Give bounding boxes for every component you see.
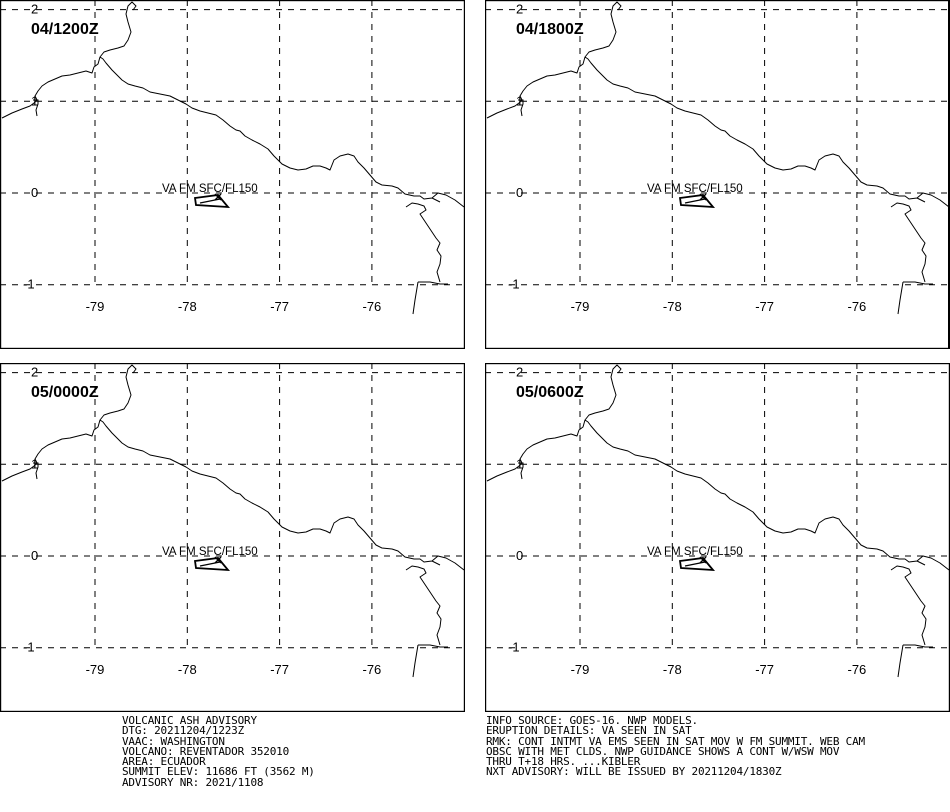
longitude-label: -77 <box>270 299 289 314</box>
ash-cloud-polygon <box>678 557 716 572</box>
latitude-label: 2 <box>516 365 523 380</box>
longitude-label: -77 <box>270 662 289 677</box>
map-svg: -79 -78 -77 -76 2 1 0 -1 04/1200Z VA FM SFC/FL150 <box>0 0 465 349</box>
advisory-area: AREA: ECUADOR <box>122 755 206 769</box>
longitude-label: -76 <box>363 299 382 314</box>
advisory-volcano: VOLCANO: REVENTADOR 352010 <box>122 744 289 758</box>
latitude-label: -1 <box>23 277 35 292</box>
advisory-next: NXT ADVISORY: WILL BE ISSUED BY 20211204… <box>486 765 782 779</box>
map-frame <box>485 363 950 712</box>
advisory-summit-elev: SUMMIT ELEV: 11686 FT (3562 M) <box>122 765 315 779</box>
longitude-label: -79 <box>86 662 105 677</box>
map-panel-05-0600Z: -79 -78 -77 -76 2 1 0 -1 05/0600Z VA FM SFC/FL150 <box>485 363 950 712</box>
map-frame <box>0 0 465 349</box>
advisory-vaac: VAAC: WASHINGTON <box>122 734 225 748</box>
map-frame <box>0 363 465 712</box>
longitude-label: -76 <box>848 662 867 677</box>
map-svg: -79 -78 -77 -76 2 1 0 -1 04/1800Z VA FM SFC/FL150 <box>485 0 950 349</box>
map-panel-04-1800Z: -79 -78 -77 -76 2 1 0 -1 04/1800Z VA FM SFC/FL150 <box>485 0 950 349</box>
ash-cloud-polygon <box>678 194 716 209</box>
longitude-label: -76 <box>848 299 867 314</box>
latitude-label: 2 <box>31 365 38 380</box>
advisory-remark-line-3: THRU T+18 HRS. ...KIBLER <box>486 755 641 769</box>
longitude-label: -78 <box>663 662 682 677</box>
latitude-label: 1 <box>516 93 523 108</box>
longitude-label: -77 <box>755 299 774 314</box>
advisory-number: ADVISORY NR: 2021/1108 <box>122 775 264 789</box>
latitude-label: 1 <box>516 456 523 471</box>
ash-cloud-label: VA FM SFC/FL150 <box>162 546 258 558</box>
ash-cloud-label: VA FM SFC/FL150 <box>647 183 743 195</box>
map-svg: -79 -78 -77 -76 2 1 0 -1 05/0000Z VA FM SFC/FL150 <box>0 363 465 712</box>
country-border <box>486 364 950 678</box>
forecast-time-label: 04/1800Z <box>516 21 584 38</box>
advisory-remark-line-1: RMK: CONT INTMT VA EMS SEEN IN SAT MOV W… <box>486 734 865 748</box>
ash-cloud-inner-line <box>684 198 706 204</box>
longitude-label: -79 <box>571 662 590 677</box>
advisory-remark-line-2: OBSC WITH MET CLDS. NWP GUIDANCE SHOWS A… <box>486 744 840 758</box>
latitude-label: 0 <box>31 185 38 200</box>
longitude-label: -79 <box>571 299 590 314</box>
latitude-label: 2 <box>31 2 38 17</box>
border-detail <box>33 462 39 480</box>
advisory-right-block: INFO SOURCE: GOES-16. NWP MODELS. ERUPTI… <box>486 714 865 779</box>
latitude-label: -1 <box>23 640 35 655</box>
advisory-dtg: DTG: 20211204/1223Z <box>122 724 245 738</box>
advisory-eruption-details: ERUPTION DETAILS: VA SEEN IN SAT <box>486 724 692 738</box>
ash-cloud-inner-line <box>199 198 221 204</box>
country-border <box>1 1 465 315</box>
x-mark-icon <box>214 193 222 201</box>
latitude-label: 1 <box>31 456 38 471</box>
ash-cloud-label: VA FM SFC/FL150 <box>647 546 743 558</box>
forecast-time-label: 05/0600Z <box>516 384 584 401</box>
border-detail <box>518 462 524 480</box>
ash-cloud-polygon <box>193 194 231 209</box>
longitude-label: -76 <box>363 662 382 677</box>
latitude-label: -1 <box>508 277 520 292</box>
border-detail <box>518 99 524 117</box>
ash-cloud-inner-line <box>684 561 706 567</box>
border-detail <box>33 99 39 117</box>
advisory-left-block: VOLCANIC ASH ADVISORY DTG: 20211204/1223… <box>122 714 315 789</box>
ash-cloud-label: VA FM SFC/FL150 <box>162 183 258 195</box>
ash-cloud-inner-line <box>199 561 221 567</box>
longitude-label: -78 <box>663 299 682 314</box>
x-mark-icon <box>214 556 222 564</box>
x-mark-icon <box>699 193 707 201</box>
x-mark-icon <box>699 556 707 564</box>
country-border <box>1 364 465 678</box>
map-panel-05-0000Z: -79 -78 -77 -76 2 1 0 -1 05/0000Z VA FM SFC/FL150 <box>0 363 465 712</box>
longitude-label: -78 <box>178 299 197 314</box>
longitude-label: -77 <box>755 662 774 677</box>
ash-cloud-polygon <box>193 557 231 572</box>
latitude-label: 0 <box>516 185 523 200</box>
longitude-label: -78 <box>178 662 197 677</box>
panel-edge-line <box>948 0 950 349</box>
latitude-label: 2 <box>516 2 523 17</box>
longitude-label: -79 <box>86 299 105 314</box>
map-frame <box>485 0 950 349</box>
advisory-title: VOLCANIC ASH ADVISORY <box>122 714 257 727</box>
advisory-info-source: INFO SOURCE: GOES-16. NWP MODELS. <box>486 714 698 727</box>
country-border <box>486 1 950 315</box>
latitude-label: -1 <box>508 640 520 655</box>
forecast-time-label: 04/1200Z <box>31 21 99 38</box>
forecast-time-label: 05/0000Z <box>31 384 99 401</box>
map-panel-04-1200Z: -79 -78 -77 -76 2 1 0 -1 04/1200Z VA FM SFC/FL150 <box>0 0 465 349</box>
latitude-label: 0 <box>516 548 523 563</box>
latitude-label: 1 <box>31 93 38 108</box>
map-svg: -79 -78 -77 -76 2 1 0 -1 05/0600Z VA FM SFC/FL150 <box>485 363 950 712</box>
latitude-label: 0 <box>31 548 38 563</box>
